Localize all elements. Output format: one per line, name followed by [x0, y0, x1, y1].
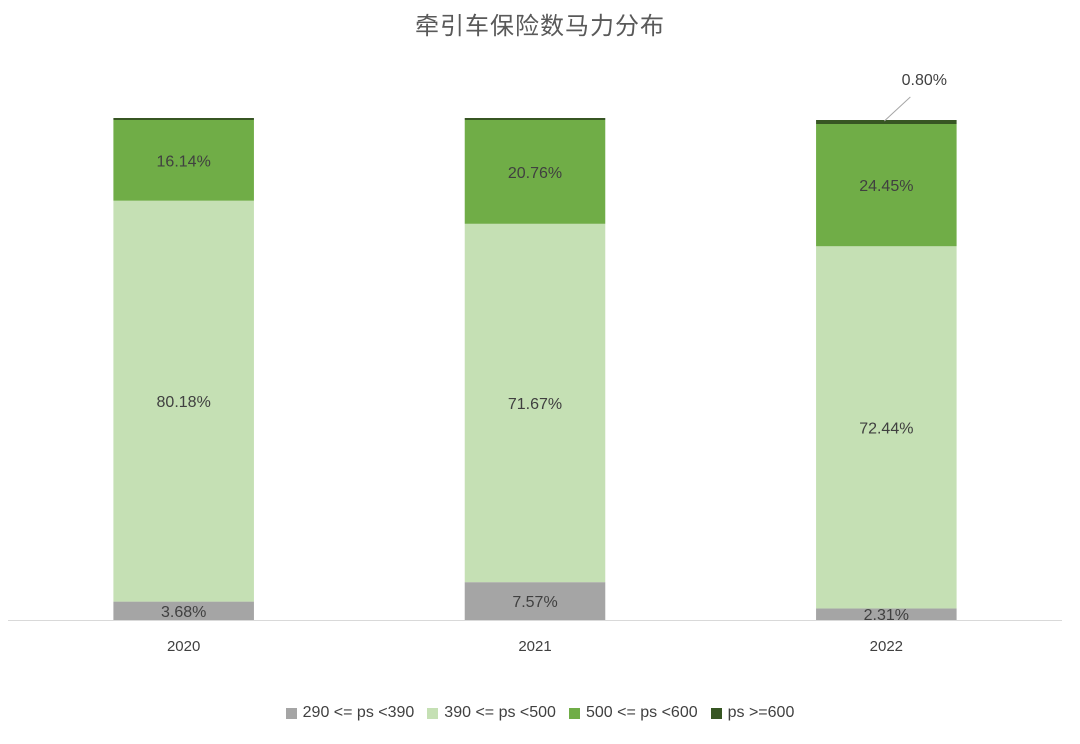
- data-label: 7.57%: [512, 594, 557, 611]
- legend-item-390-500: 390 <= ps <500: [427, 704, 556, 722]
- legend-swatch: [710, 707, 722, 719]
- bar-segment-2022-series-3: [816, 124, 957, 247]
- bar-segment-2020-series-1: [113, 601, 254, 620]
- bar-segments: [113, 118, 957, 620]
- bar-segment-2021-series-2: [464, 223, 606, 583]
- bar-segment-2020-series-4: [113, 118, 254, 120]
- callout-leader-line: [883, 96, 911, 122]
- x-tick-label: 2021: [518, 638, 551, 655]
- data-label: 71.67%: [508, 396, 562, 413]
- bar-segment-2022-series-2: [816, 246, 957, 609]
- data-label: 3.68%: [161, 604, 206, 621]
- x-tick-label: 2022: [870, 638, 903, 655]
- data-label: 0.80%: [902, 72, 947, 89]
- legend-label: 500 <= ps <600: [585, 704, 698, 721]
- legend-swatch: [427, 707, 439, 719]
- legend-swatch: [285, 707, 297, 719]
- data-label: 2.31%: [864, 607, 909, 624]
- legend-label: ps >=600: [727, 704, 795, 721]
- legend-item-290-390: 290 <= ps <390: [285, 704, 415, 722]
- bar-segment-2021-series-3: [464, 120, 606, 224]
- bar-segment-2020-series-3: [113, 120, 254, 201]
- bar-segment-2021-series-1: [464, 582, 606, 620]
- data-label: 16.14%: [157, 153, 211, 170]
- data-label: 24.45%: [859, 178, 913, 195]
- x-axis-tick-labels: 2020 2021 2022: [167, 638, 903, 655]
- bar-segment-2020-series-2: [113, 200, 254, 602]
- legend-label: 290 <= ps <390: [302, 704, 415, 721]
- data-label: 80.18%: [157, 394, 211, 411]
- chart-title: 牵引车保险数马力分布: [415, 12, 665, 40]
- legend-swatch: [568, 707, 580, 719]
- chart-legend: 290 <= ps <390 390 <= ps <500 500 <= ps …: [0, 704, 1080, 722]
- data-label: 72.44%: [859, 420, 913, 437]
- legend-item-500-600: 500 <= ps <600: [568, 704, 698, 722]
- data-labels: 3.68% 80.18% 16.14% 7.57% 71.67% 20.76% 2.31% 7…: [157, 72, 947, 624]
- bar-segment-2021-series-4: [464, 118, 606, 120]
- bar-segment-2022-series-4: [816, 120, 957, 124]
- data-label: 20.76%: [508, 165, 562, 182]
- x-tick-label: 2020: [167, 638, 200, 655]
- bar-segment-2022-series-1: [816, 608, 957, 620]
- legend-item-600-plus: ps >=600: [710, 704, 795, 722]
- legend-label: 390 <= ps <500: [444, 704, 556, 721]
